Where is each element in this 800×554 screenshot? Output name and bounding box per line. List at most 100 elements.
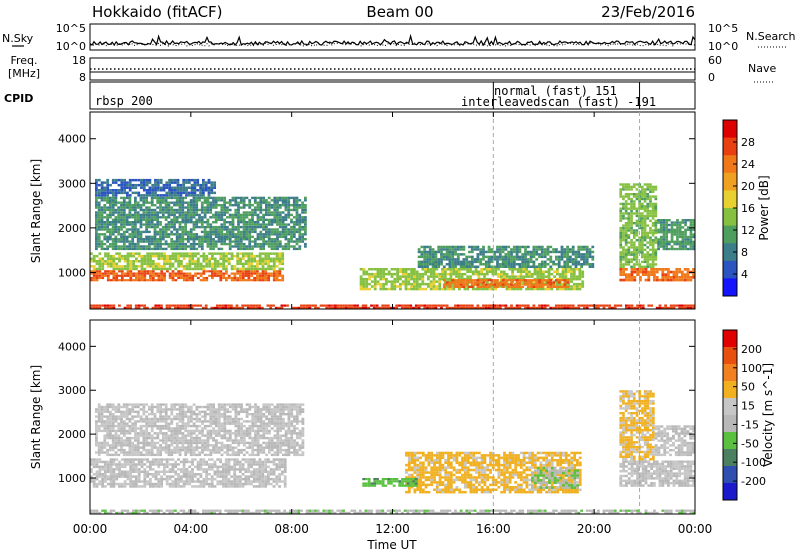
- power-cell: [187, 235, 190, 238]
- power-cell: [560, 258, 564, 261]
- velocity-cell: [98, 480, 102, 483]
- power-cell: [564, 270, 568, 273]
- power-cell: [570, 272, 573, 276]
- velocity-cell: [236, 460, 239, 464]
- power-cell: [441, 268, 444, 271]
- power-cell: [233, 265, 237, 268]
- power-cell: [267, 233, 271, 236]
- power-cell: [526, 304, 530, 307]
- power-cell: [632, 229, 636, 232]
- power-cell: [98, 272, 102, 275]
- power-cell: [448, 260, 452, 264]
- power-cell: [544, 270, 548, 273]
- power-cell: [97, 225, 101, 229]
- power-cell: [278, 213, 282, 217]
- power-cell: [217, 225, 221, 229]
- velocity-cell: [272, 485, 276, 488]
- power-cell: [692, 276, 695, 279]
- power-cell: [493, 250, 497, 254]
- power-cell: [547, 287, 551, 291]
- power-cell: [209, 247, 213, 251]
- velocity-cell: [118, 465, 121, 469]
- velocity-cell: [241, 468, 245, 471]
- power-cell: [134, 186, 138, 189]
- power-cell: [134, 233, 137, 236]
- power-cell: [393, 268, 397, 271]
- power-cell: [252, 306, 256, 309]
- power-cell: [185, 178, 188, 182]
- power-cell: [219, 265, 223, 268]
- power-cell: [284, 201, 288, 204]
- power-cell: [156, 186, 160, 189]
- power-cell: [128, 186, 132, 189]
- power-cell: [538, 245, 541, 249]
- power-cell: [294, 306, 298, 309]
- power-cell: [95, 181, 98, 184]
- power-cell: [563, 306, 567, 309]
- power-cell: [459, 283, 463, 286]
- power-cell: [574, 265, 578, 268]
- power-cell: [120, 276, 124, 280]
- power-cell: [276, 196, 279, 200]
- power-cell: [187, 211, 190, 214]
- power-cell: [145, 221, 148, 224]
- power-cell: [259, 223, 263, 226]
- power-cell: [410, 270, 413, 273]
- power-cell: [145, 245, 148, 248]
- power-cell: [376, 275, 380, 278]
- power-cell: [106, 194, 110, 197]
- power-cell: [219, 270, 223, 273]
- power-cell: [689, 238, 693, 241]
- power-cell: [204, 189, 208, 192]
- power-cell: [441, 272, 444, 276]
- power-cell: [641, 229, 644, 232]
- power-cell: [222, 262, 225, 266]
- velocity-cell: [250, 460, 253, 464]
- velocity-cell: [216, 470, 220, 473]
- power-cell: [633, 270, 637, 274]
- power-cell: [525, 287, 528, 291]
- power-cell: [670, 226, 674, 229]
- power-cell: [205, 257, 209, 260]
- power-cell: [206, 199, 210, 202]
- power-cell: [429, 275, 433, 278]
- velocity-cell: [137, 473, 141, 476]
- colorbar-band: [723, 260, 737, 279]
- power-cell: [659, 235, 663, 239]
- power-cell: [203, 206, 207, 209]
- power-cell: [413, 270, 416, 273]
- power-cell: [429, 268, 433, 271]
- power-cell: [487, 263, 491, 266]
- power-cell: [267, 274, 270, 277]
- power-cell: [410, 275, 413, 278]
- velocity-cell: [188, 477, 192, 481]
- power-cell: [131, 216, 135, 219]
- power-cell: [445, 304, 449, 307]
- power-cell: [661, 278, 665, 282]
- velocity-cell: [219, 465, 222, 469]
- power-cell: [681, 306, 684, 309]
- power-cell: [379, 285, 383, 288]
- velocity-cell: [224, 475, 228, 478]
- power-cell: [493, 285, 497, 288]
- power-cell: [117, 230, 121, 234]
- power-cell: [627, 212, 631, 215]
- power-cell: [651, 243, 655, 247]
- power-cell: [177, 274, 180, 277]
- power-cell: [262, 213, 265, 217]
- power-cell: [259, 204, 263, 207]
- power-cell: [214, 245, 218, 248]
- power-cell: [290, 240, 293, 243]
- power-cell: [145, 178, 149, 182]
- velocity-cell: [202, 485, 206, 488]
- velocity-cell: [120, 470, 124, 473]
- power-cell: [432, 270, 436, 273]
- power-cell: [120, 265, 124, 268]
- power-cell: [241, 279, 245, 282]
- power-cell: [153, 233, 157, 236]
- power-cell: [140, 279, 144, 282]
- velocity-cell: [104, 468, 107, 471]
- power-cell: [230, 267, 234, 271]
- power-cell: [109, 304, 113, 307]
- power-cell: [134, 211, 137, 214]
